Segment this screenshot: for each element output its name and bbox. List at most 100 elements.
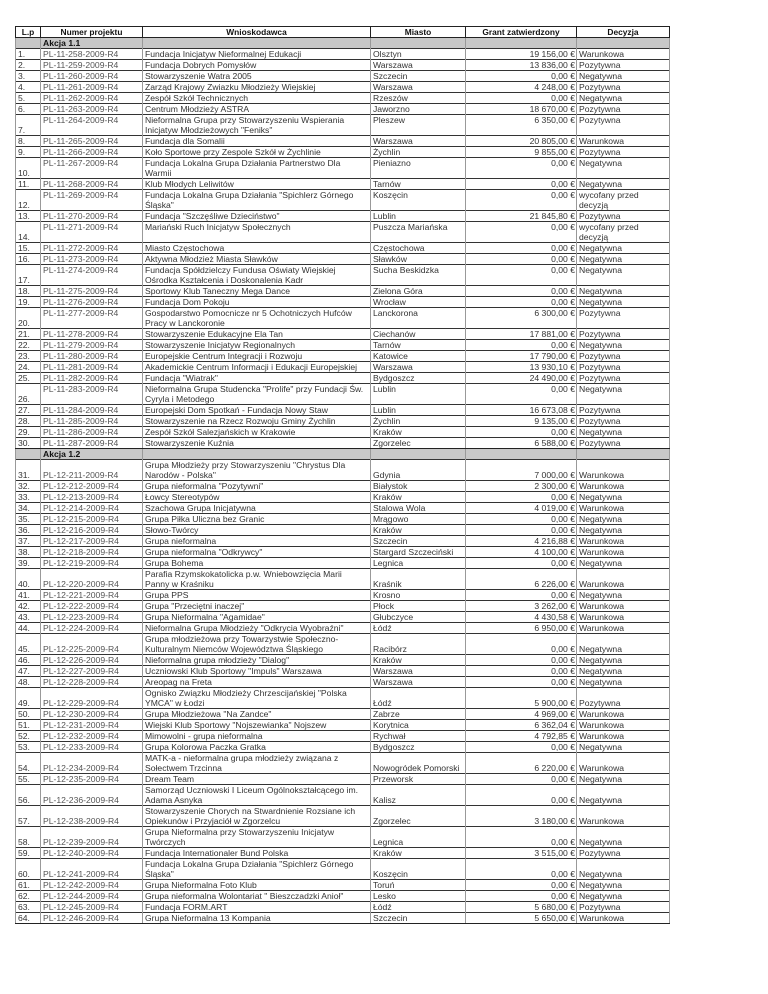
decision-cell: Negatywna bbox=[576, 890, 670, 902]
project-number-cell: PL-11-275-2009-R4 bbox=[40, 285, 143, 297]
city-cell: Nowogródek Pomorski bbox=[370, 752, 466, 774]
city-cell: Olsztyn bbox=[370, 48, 466, 60]
decision-cell: Negatywna bbox=[576, 773, 670, 785]
city-cell: Wrocław bbox=[370, 296, 466, 308]
grant-cell: 17 790,00 € bbox=[465, 350, 577, 362]
city-cell: Korytnica bbox=[370, 719, 466, 731]
lp-cell: 5. bbox=[15, 92, 41, 104]
grant-cell: 13 930,10 € bbox=[465, 361, 577, 373]
applicant-cell: Europejskie Centrum Integracji i Rozwoju bbox=[142, 350, 371, 362]
table-row: 29. PL-11-286-2009-R4 Zespół Szkół Salezja… bbox=[15, 426, 670, 438]
lp-cell: 20. bbox=[15, 307, 41, 329]
applicant-cell: Grupa PPS bbox=[142, 589, 371, 601]
header-numer: Numer projektu bbox=[40, 26, 143, 38]
applicant-cell: Aktywna Młodzież Miasta Sławków bbox=[142, 253, 371, 265]
table-row: 46. PL-12-226-2009-R4 Nieformalna grupa mł… bbox=[15, 654, 670, 666]
grant-cell: 0,00 € bbox=[465, 879, 577, 891]
applicant-cell: Europejski Dom Spotkań - Fundacja Nowy S… bbox=[142, 404, 371, 416]
decision-cell: Negatywna bbox=[576, 426, 670, 438]
project-number-cell: PL-11-281-2009-R4 bbox=[40, 361, 143, 373]
city-cell: Częstochowa bbox=[370, 242, 466, 254]
grant-cell: 0,00 € bbox=[465, 890, 577, 902]
grant-cell: 9 855,00 € bbox=[465, 146, 577, 158]
applicant-cell: Uczniowski Klub Sportowy "Impuls" Warsza… bbox=[142, 665, 371, 677]
lp-cell: 22. bbox=[15, 339, 41, 351]
applicant-cell: Fundacja Inicjatyw Nieformalnej Edukacji bbox=[142, 48, 371, 60]
grant-cell: 5 650,00 € bbox=[465, 912, 577, 924]
applicant-cell: Koło Sportowe przy Zespole Szkół w Żychl… bbox=[142, 146, 371, 158]
city-cell: Mrągowo bbox=[370, 513, 466, 525]
lp-cell: 61. bbox=[15, 879, 41, 891]
decision-cell: Pozytywna bbox=[576, 350, 670, 362]
lp-cell: 4. bbox=[15, 81, 41, 93]
lp-cell: 15. bbox=[15, 242, 41, 254]
grant-cell: 5 900,00 € bbox=[465, 687, 577, 709]
section-header-cell bbox=[576, 448, 670, 460]
section-title: Akcja 1.1 bbox=[40, 37, 143, 49]
city-cell: Bydgoszcz bbox=[370, 372, 466, 384]
project-number-cell: PL-11-267-2009-R4 bbox=[40, 157, 143, 179]
city-cell: Pleszew bbox=[370, 114, 466, 136]
decision-cell: Pozytywna bbox=[576, 114, 670, 136]
project-number-cell: PL-12-229-2009-R4 bbox=[40, 687, 143, 709]
lp-cell: 50. bbox=[15, 708, 41, 720]
table-row: 57. PL-12-238-2009-R4 Stowarzyszenie Chory… bbox=[15, 805, 670, 827]
lp-cell: 46. bbox=[15, 654, 41, 666]
project-number-cell: PL-12-218-2009-R4 bbox=[40, 546, 143, 558]
lp-cell: 64. bbox=[15, 912, 41, 924]
city-cell: Rzeszów bbox=[370, 92, 466, 104]
applicant-cell: Grupa "Przeciętni inaczej" bbox=[142, 600, 371, 612]
decision-cell: Negatywna bbox=[576, 264, 670, 286]
section-header-cell bbox=[370, 37, 466, 49]
city-cell: Tarnów bbox=[370, 178, 466, 190]
applicant-cell: Fundacja dla Somalii bbox=[142, 135, 371, 147]
lp-cell: 8. bbox=[15, 135, 41, 147]
lp-cell: 30. bbox=[15, 437, 41, 449]
lp-cell: 37. bbox=[15, 535, 41, 547]
decision-cell: Negatywna bbox=[576, 665, 670, 677]
header-grant: Grant zatwierdzony bbox=[465, 26, 577, 38]
grant-cell: 0,00 € bbox=[465, 70, 577, 82]
city-cell: Ciechanów bbox=[370, 328, 466, 340]
table-row: 25. PL-11-282-2009-R4 Fundacja "Wiatrak" By… bbox=[15, 372, 670, 384]
decision-cell: Warunkowa bbox=[576, 805, 670, 827]
applicant-cell: Łowcy Stereotypów bbox=[142, 491, 371, 503]
applicant-cell: Stowarzyszenie Edukacyjne Ela Tan bbox=[142, 328, 371, 340]
project-number-cell: PL-12-215-2009-R4 bbox=[40, 513, 143, 525]
project-number-cell: PL-11-262-2009-R4 bbox=[40, 92, 143, 104]
project-number-cell: PL-12-219-2009-R4 bbox=[40, 557, 143, 569]
applicant-cell: Grupa Nieformalna Foto Klub bbox=[142, 879, 371, 891]
project-number-cell: PL-11-277-2009-R4 bbox=[40, 307, 143, 329]
project-number-cell: PL-12-240-2009-R4 bbox=[40, 847, 143, 859]
applicant-cell: Zarząd Krajowy Zwiazku Młodzieży Wiejski… bbox=[142, 81, 371, 93]
table-row: 9. PL-11-266-2009-R4 Koło Sportowe przy Ze… bbox=[15, 146, 670, 158]
table-row: 12. PL-11-269-2009-R4 Fundacja Lokalna Gru… bbox=[15, 189, 670, 211]
project-number-cell: PL-12-232-2009-R4 bbox=[40, 730, 143, 742]
lp-cell: 53. bbox=[15, 741, 41, 753]
decision-cell: Negatywna bbox=[576, 879, 670, 891]
lp-cell: 1. bbox=[15, 48, 41, 60]
project-number-cell: PL-12-230-2009-R4 bbox=[40, 708, 143, 720]
lp-cell: 49. bbox=[15, 687, 41, 709]
decision-cell: Pozytywna bbox=[576, 81, 670, 93]
table-row: 30. PL-11-287-2009-R4 Stowarzyszenie Kuźni… bbox=[15, 437, 670, 449]
table-row: 34. PL-12-214-2009-R4 Szachowa Grupa Inicj… bbox=[15, 502, 670, 514]
lp-cell: 57. bbox=[15, 805, 41, 827]
table-row: 35. PL-12-215-2009-R4 Grupa Piłka Uliczna … bbox=[15, 513, 670, 525]
grant-cell: 17 881,00 € bbox=[465, 328, 577, 340]
decision-cell: Pozytywna bbox=[576, 307, 670, 329]
applicant-cell: Parafia Rzymskokatolicka p.w. Wniebowzię… bbox=[142, 568, 371, 590]
project-number-cell: PL-12-228-2009-R4 bbox=[40, 676, 143, 688]
city-cell: Lanckorona bbox=[370, 307, 466, 329]
lp-cell: 55. bbox=[15, 773, 41, 785]
project-number-cell: PL-11-283-2009-R4 bbox=[40, 383, 143, 405]
section-header-row: Akcja 1.1 bbox=[15, 37, 670, 49]
lp-cell: 14. bbox=[15, 221, 41, 243]
grant-cell: 0,00 € bbox=[465, 242, 577, 254]
applicant-cell: Nieformalna grupa młodzieży "Dialog" bbox=[142, 654, 371, 666]
grant-cell: 18 670,00 € bbox=[465, 103, 577, 115]
grant-cell: 0,00 € bbox=[465, 296, 577, 308]
decision-cell: Negatywna bbox=[576, 676, 670, 688]
decision-cell: Warunkowa bbox=[576, 546, 670, 558]
header-decyzja: Decyzja bbox=[576, 26, 670, 38]
